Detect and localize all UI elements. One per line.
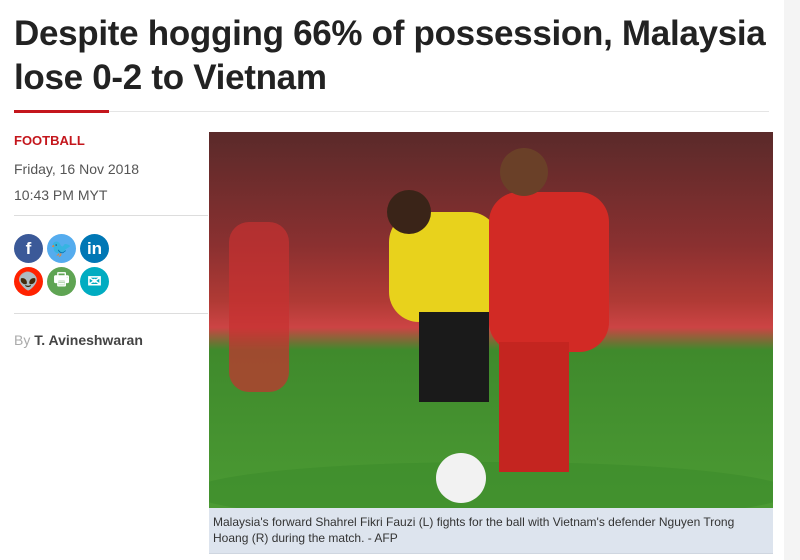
email-icon: ✉ — [87, 271, 102, 291]
title-accent-rule — [14, 110, 109, 113]
reddit-icon: 👽 — [17, 271, 40, 291]
reddit-share-button[interactable]: 👽 — [14, 267, 43, 296]
facebook-icon: f — [25, 238, 32, 258]
article-photo — [209, 132, 773, 508]
publish-time: 10:43 PM MYT — [14, 187, 108, 203]
linkedin-icon: in — [86, 238, 103, 258]
twitter-icon: 🐦 — [50, 238, 73, 258]
divider — [14, 215, 208, 216]
twitter-share-button[interactable]: 🐦 — [47, 234, 76, 263]
photo-caption: Malaysia's forward Shahrel Fikri Fauzi (… — [209, 508, 773, 554]
linkedin-share-button[interactable]: in — [80, 234, 109, 263]
print-share-button[interactable]: 🖶 — [47, 267, 76, 296]
author-link[interactable]: T. Avineshwaran — [34, 332, 143, 348]
facebook-share-button[interactable]: f — [14, 234, 43, 263]
publish-date: Friday, 16 Nov 2018 — [14, 161, 140, 177]
email-share-button[interactable]: ✉ — [80, 267, 109, 296]
print-icon: 🖶 — [53, 270, 70, 289]
byline: By T. Avineshwaran — [14, 332, 143, 348]
share-buttons: f 🐦 in 👽 🖶 ✉ — [14, 234, 109, 296]
football-players-image — [209, 148, 773, 508]
article-title: Despite hogging 66% of possession, Malay… — [14, 14, 766, 97]
title-divider — [109, 111, 769, 112]
divider — [14, 313, 208, 314]
byline-prefix: By — [14, 332, 31, 348]
scrollbar[interactable] — [784, 0, 800, 560]
category-link[interactable]: FOOTBALL — [14, 133, 85, 148]
